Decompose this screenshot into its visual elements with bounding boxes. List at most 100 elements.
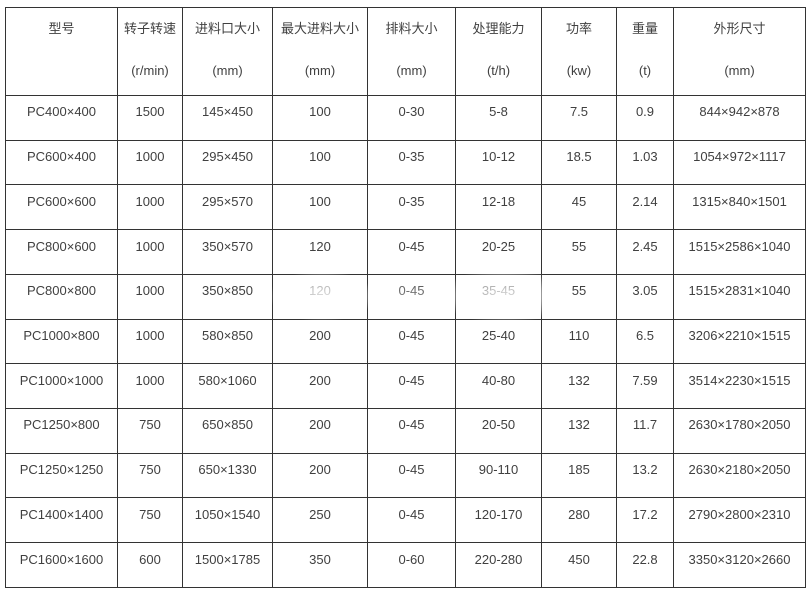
table-cell: 120: [272, 273, 368, 320]
table-cell: 250: [272, 497, 368, 544]
table-cell: 185: [541, 452, 617, 499]
table-cell: 2790×2800×2310: [673, 497, 806, 544]
col-header-label: 转子转速: [123, 21, 176, 36]
table-cell: 200: [272, 452, 368, 499]
table-cell: 350: [272, 542, 368, 588]
table-cell: 2.45: [616, 229, 674, 275]
table-cell: 1000: [117, 273, 183, 320]
table-cell: 1054×972×1117: [673, 139, 806, 186]
table-cell: 45: [541, 184, 617, 231]
table-cell: 25-40: [455, 318, 542, 365]
table-cell: 1515×2586×1040: [673, 229, 806, 275]
table-cell: 0-35: [367, 139, 456, 186]
table-cell: 7.5: [541, 95, 617, 141]
col-header-discharge-size: 排料大小 (mm): [367, 7, 456, 96]
table-cell: 450: [541, 542, 617, 588]
table-row: PC1000×800 1000 580×850 200 0-45 25-40 110 6.5 3…: [5, 318, 806, 365]
table-cell: 0-45: [367, 363, 456, 410]
table-cell: 0-30: [367, 95, 456, 141]
table-cell: 17.2: [616, 497, 674, 544]
table-cell: 2.14: [616, 184, 674, 231]
table-cell: 0.9: [616, 95, 674, 141]
table-cell: 90-110: [455, 452, 542, 499]
col-header-label: 型号: [48, 21, 75, 36]
table-cell: 200: [272, 318, 368, 365]
table-cell: 20-25: [455, 229, 542, 275]
table-cell: 1.03: [616, 139, 674, 186]
col-header-unit: (mm): [212, 63, 243, 78]
table-cell: 1515×2831×1040: [673, 273, 806, 320]
table-cell: 750: [117, 452, 183, 499]
table-cell: 20-50: [455, 408, 542, 454]
table-row: PC1600×1600 600 1500×1785 350 0-60 220-280 450…: [5, 542, 806, 588]
col-header-power: 功率 (kw): [541, 7, 617, 96]
table-cell: 350×850: [182, 273, 273, 320]
col-header-rotor-speed: 转子转速 (r/min): [117, 7, 183, 96]
table-row: PC1250×800 750 650×850 200 0-45 20-50 132 11.7 2…: [5, 408, 806, 454]
table-cell: 580×1060: [182, 363, 273, 410]
col-header-unit: (t/h): [486, 63, 511, 78]
col-header-label: 功率: [565, 21, 592, 36]
table-cell: 650×1330: [182, 452, 273, 499]
table-cell: 3206×2210×1515: [673, 318, 806, 365]
table-cell: 11.7: [616, 408, 674, 454]
table-cell: PC1000×800: [5, 318, 118, 365]
table-cell: 1000: [117, 363, 183, 410]
spec-table: 型号 转子转速 (r/min) 进料口大小 (mm) 最大进料大小 (mm) 排…: [5, 7, 806, 588]
table-cell: 3514×2230×1515: [673, 363, 806, 410]
col-header-capacity: 处理能力 (t/h): [455, 7, 542, 96]
col-header-label: 处理能力: [472, 21, 525, 36]
table-cell: 600: [117, 542, 183, 588]
table-cell: 280: [541, 497, 617, 544]
table-row: PC600×400 1000 295×450 100 0-35 10-12 18.5 1.03…: [5, 139, 806, 186]
table-cell: 750: [117, 408, 183, 454]
table-cell: 120-170: [455, 497, 542, 544]
col-header-unit: (mm): [396, 63, 427, 78]
table-cell: PC600×600: [5, 184, 118, 231]
table-cell: 7.59: [616, 363, 674, 410]
table-cell: 0-45: [367, 497, 456, 544]
col-header-unit: (t): [638, 63, 652, 78]
table-cell: 200: [272, 363, 368, 410]
col-header-label: 排料大小: [385, 21, 438, 36]
table-cell: 200: [272, 408, 368, 454]
table-row: PC400×400 1500 145×450 100 0-30 5-8 7.5 0.9 844×…: [5, 95, 806, 141]
table-row: PC800×800 1000 350×850 120 0-45 35-45 55 3.05 15…: [5, 273, 806, 320]
table-cell: 650×850: [182, 408, 273, 454]
table-cell: 1315×840×1501: [673, 184, 806, 231]
table-cell: 295×570: [182, 184, 273, 231]
table-cell: 1050×1540: [182, 497, 273, 544]
table-cell: 1000: [117, 229, 183, 275]
table-cell: 580×850: [182, 318, 273, 365]
col-header-label: 最大进料大小: [280, 21, 359, 36]
table-cell: PC1600×1600: [5, 542, 118, 588]
table-cell: 145×450: [182, 95, 273, 141]
col-header-feed-opening: 进料口大小 (mm): [182, 7, 273, 96]
table-cell: 55: [541, 273, 617, 320]
header-row: 型号 转子转速 (r/min) 进料口大小 (mm) 最大进料大小 (mm) 排…: [5, 7, 806, 96]
table-cell: PC800×600: [5, 229, 118, 275]
table-body: PC400×400 1500 145×450 100 0-30 5-8 7.5 0.9 844×…: [5, 95, 806, 588]
table-cell: 3350×3120×2660: [673, 542, 806, 588]
table-row: PC800×600 1000 350×570 120 0-45 20-25 55 2.45 15…: [5, 229, 806, 275]
table-cell: PC1000×1000: [5, 363, 118, 410]
table-cell: 100: [272, 95, 368, 141]
table-cell: 35-45: [455, 273, 542, 320]
table-cell: 0-60: [367, 542, 456, 588]
table-cell: 3.05: [616, 273, 674, 320]
table-cell: 0-35: [367, 184, 456, 231]
col-header-unit: (mm): [724, 63, 755, 78]
table-cell: 350×570: [182, 229, 273, 275]
table-cell: 2630×2180×2050: [673, 452, 806, 499]
table-cell: 1000: [117, 139, 183, 186]
table-cell: 295×450: [182, 139, 273, 186]
col-header-weight: 重量 (t): [616, 7, 674, 96]
table-cell: 132: [541, 363, 617, 410]
table-cell: 220-280: [455, 542, 542, 588]
col-header-unit: (kw): [566, 63, 592, 78]
table-cell: 1000: [117, 184, 183, 231]
table-cell: PC1250×1250: [5, 452, 118, 499]
table-row: PC1250×1250 750 650×1330 200 0-45 90-110 185 13…: [5, 452, 806, 499]
col-header-model: 型号: [5, 7, 118, 96]
